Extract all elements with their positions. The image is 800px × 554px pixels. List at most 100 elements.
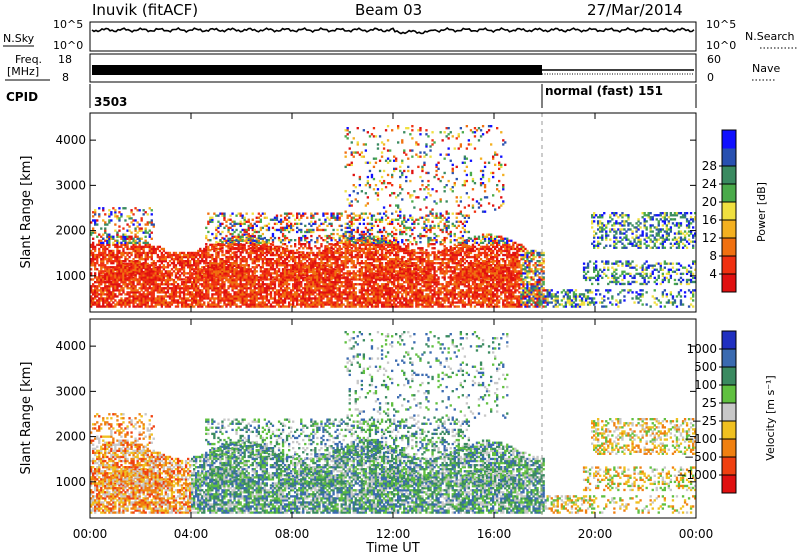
scatter-cell [308, 228, 311, 232]
scatter-cell [150, 281, 153, 284]
scatter-cell [310, 278, 313, 281]
scatter-cell [180, 297, 184, 300]
scatter-cell [288, 270, 291, 273]
scatter-cell [336, 276, 339, 279]
scatter-cell [281, 260, 285, 263]
scatter-cell [154, 272, 157, 275]
scatter-cell [364, 260, 368, 263]
scatter-cell [290, 266, 293, 269]
scatter-cell [154, 251, 157, 255]
scatter-cell [98, 255, 101, 259]
scatter-cell [116, 247, 119, 251]
scatter-cell [126, 247, 129, 251]
scatter-cell [344, 230, 347, 234]
scatter-cell [257, 301, 261, 304]
scatter-cell [138, 241, 141, 245]
scatter-cell [152, 295, 155, 298]
scatter-cell [292, 289, 295, 292]
scatter-cell [245, 268, 248, 271]
scatter-cell [269, 268, 273, 271]
scatter-cell [90, 289, 93, 292]
scatter-cell [126, 272, 129, 275]
scatter-cell [154, 249, 157, 253]
scatter-cell [338, 239, 341, 242]
scatter-cell [271, 262, 275, 265]
scatter-cell [275, 222, 279, 226]
scatter-cell [120, 281, 123, 284]
scatter-cell [138, 278, 141, 281]
scatter-cell [138, 255, 141, 259]
scatter-cell [199, 301, 202, 304]
scatter-cell [126, 276, 129, 280]
scatter-cell [114, 295, 117, 298]
scatter-cell [134, 299, 137, 302]
scatter-cell [332, 303, 335, 306]
scatter-cell [253, 228, 256, 232]
scatter-cell [269, 247, 273, 251]
scatter-cell [219, 232, 222, 236]
scatter-cell [144, 268, 147, 271]
scatter-cell [340, 228, 343, 232]
scatter-cell [223, 283, 226, 286]
scatter-cell [241, 283, 244, 286]
scatter-cell [279, 281, 283, 284]
scatter-cell [231, 245, 234, 249]
scatter-cell [195, 301, 198, 304]
scatter-cell [90, 295, 93, 298]
scatter-cell [372, 276, 376, 279]
scatter-cell [296, 289, 299, 292]
scatter-cell [350, 249, 353, 253]
scatter-cell [156, 272, 160, 275]
scatter-cell [227, 297, 230, 300]
scatter-cell [154, 266, 157, 270]
scatter-cell [370, 175, 374, 179]
scatter-cell [283, 305, 287, 308]
scatter-cell [352, 234, 355, 238]
scatter-cell [334, 260, 337, 263]
scatter-cell [366, 228, 370, 232]
scatter-cell [100, 268, 103, 271]
scatter-cell [328, 268, 331, 272]
scatter-cell [362, 285, 366, 288]
scatter-cell [112, 293, 115, 296]
scatter-cell [154, 289, 157, 292]
scatter-cell [221, 241, 224, 244]
scatter-cell [334, 270, 337, 273]
scatter-cell [100, 289, 103, 292]
scatter-cell [261, 289, 265, 292]
scatter-cell [334, 283, 337, 286]
scatter-cell [102, 264, 105, 267]
scatter-cell [241, 293, 244, 296]
scatter-cell [318, 253, 321, 257]
scatter-cell [237, 278, 240, 281]
scatter-cell [106, 223, 109, 226]
scatter-cell [150, 291, 153, 294]
scatter-cell [187, 272, 190, 275]
scatter-cell [368, 283, 372, 286]
scatter-cell [229, 249, 232, 253]
scatter-cell [290, 228, 293, 232]
scatter-cell [193, 285, 196, 288]
scatter-cell [316, 276, 319, 279]
scatter-cell [94, 293, 97, 296]
scatter-cell [110, 303, 113, 306]
scatter-cell [245, 289, 248, 292]
scatter-cell [320, 291, 323, 294]
scatter-cell [253, 281, 256, 284]
scatter-cell [211, 279, 214, 282]
scatter-cell [350, 295, 353, 298]
scatter-cell [342, 285, 345, 288]
scatter-cell [316, 241, 319, 244]
scatter-cell [122, 268, 125, 271]
scatter-cell [241, 299, 244, 302]
scatter-cell [247, 253, 250, 257]
scatter-cell [142, 209, 145, 212]
scatter-cell [360, 287, 364, 290]
scatter-cell [346, 133, 349, 136]
scatter-cell [215, 274, 218, 278]
scatter-cell [184, 287, 188, 290]
scatter-cell [136, 260, 139, 263]
scatter-cell [180, 278, 184, 281]
scatter-cell [350, 239, 353, 242]
scatter-cell [275, 272, 279, 275]
